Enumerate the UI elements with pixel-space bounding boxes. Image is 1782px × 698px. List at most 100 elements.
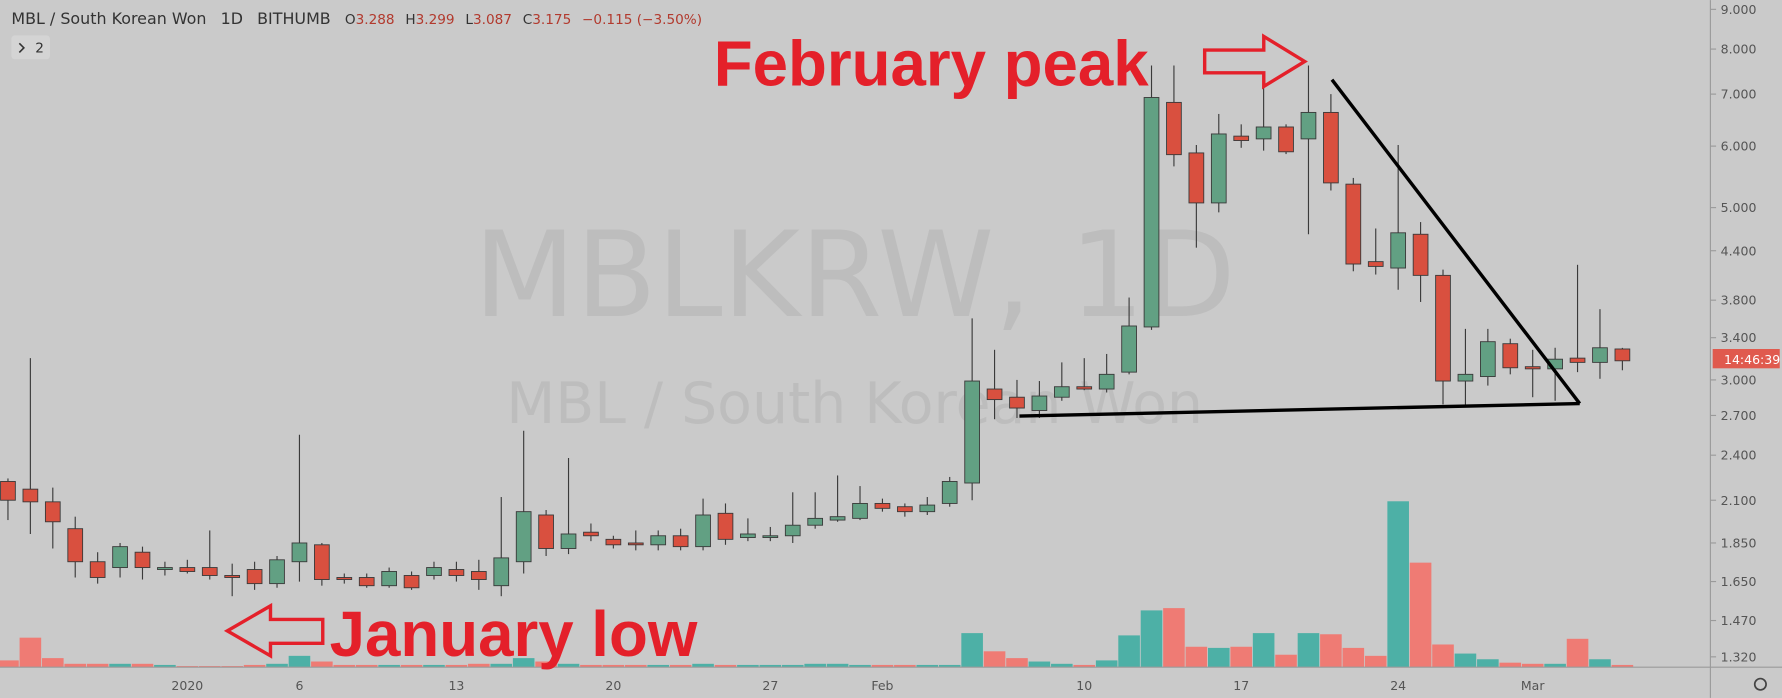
close-label: C (523, 12, 533, 28)
volume-bar (64, 663, 87, 668)
candle-body (448, 569, 465, 576)
interval: 1D (221, 9, 243, 28)
volume-bar (1275, 654, 1297, 668)
candle-body (381, 571, 397, 587)
annotation: February peak (714, 28, 1150, 99)
candle-body (829, 516, 846, 521)
candle-body (1143, 97, 1160, 328)
volume-bar (243, 664, 266, 668)
candle-body (179, 567, 196, 572)
candle-body (67, 528, 84, 563)
y-tick-label: 9.000 (1721, 2, 1757, 17)
indicators-toggle[interactable]: 2 (11, 35, 51, 60)
volume-bar (1051, 663, 1073, 668)
trend-line (1019, 401, 1580, 418)
candle-body (919, 504, 936, 513)
volume-bar (423, 664, 445, 668)
candle-body (134, 551, 151, 569)
candle-body (762, 535, 779, 539)
candle-body (157, 567, 173, 570)
candle-body (1345, 183, 1362, 265)
arrow-right (1202, 33, 1308, 90)
candle-body (897, 506, 913, 513)
volume-bar (445, 664, 468, 668)
y-tick-label: 2.700 (1721, 408, 1757, 423)
volume-bar (86, 663, 109, 668)
settings-button[interactable] (1753, 677, 1767, 691)
volume-bar (826, 663, 849, 668)
volume-bar (916, 664, 939, 668)
volume-bar (1589, 659, 1611, 668)
candle-body (22, 488, 39, 503)
candle-body (1323, 111, 1339, 184)
close-value: 3.175 (532, 12, 571, 28)
open-label: O (345, 12, 356, 28)
candle-body (1569, 357, 1586, 363)
settings-icon[interactable] (1753, 677, 1767, 691)
volume-bar (266, 663, 288, 668)
trend-line (1330, 78, 1582, 405)
candle-body (1300, 111, 1317, 140)
x-tick-label: 27 (762, 678, 778, 693)
volume-bar (737, 664, 759, 668)
arrow-left (223, 602, 325, 659)
y-tick-label: 2.400 (1721, 448, 1757, 463)
candle-body (426, 567, 442, 576)
candle-body (583, 531, 599, 537)
y-tick-label: 3.000 (1721, 372, 1757, 387)
candle-body (1480, 341, 1496, 378)
x-tick-label: 2020 (171, 678, 203, 693)
candle-body (403, 575, 420, 589)
chevron-icon (18, 42, 25, 53)
candle-body (1278, 126, 1294, 153)
candle-body (560, 533, 577, 549)
volume-bar (1409, 562, 1432, 668)
x-tick-label: 10 (1076, 678, 1092, 693)
volume-bar (512, 658, 535, 668)
volume-bar (154, 664, 176, 668)
candle-body (784, 524, 801, 537)
candle-body (201, 567, 218, 576)
annotation: January low (330, 599, 698, 670)
high-value: 3.299 (416, 12, 455, 28)
indicators-badge[interactable] (11, 35, 51, 60)
volume-bar (983, 651, 1006, 668)
x-tick-label: Feb (871, 678, 893, 693)
candle-body (1592, 347, 1608, 363)
candle-body (1457, 373, 1474, 382)
candle-body (1031, 395, 1048, 411)
candle-body (1076, 386, 1093, 390)
volume-bar (647, 664, 670, 668)
volume-bar (109, 663, 131, 668)
candle-body (246, 569, 263, 585)
volume-bar (1028, 661, 1051, 668)
candle-body (1435, 274, 1451, 382)
volume-bar (378, 664, 400, 668)
candle-body (112, 546, 128, 569)
candle-body (964, 380, 980, 484)
volume-bar (1611, 664, 1634, 668)
candle-body (672, 535, 689, 548)
volume-bar (468, 663, 490, 668)
x-tick-label: Mar (1521, 678, 1545, 693)
volume-bar (535, 661, 557, 668)
candle-body (1412, 233, 1429, 276)
candle-body (1098, 373, 1115, 390)
candle-body (986, 388, 1003, 401)
candle-body (89, 561, 106, 578)
volume-bar (624, 664, 647, 668)
volume-bar (1364, 655, 1387, 668)
candle-body (1009, 396, 1025, 409)
volume-bar (580, 664, 602, 668)
candle-body (224, 575, 241, 578)
volume-bar (1185, 646, 1208, 668)
x-tick-label: 6 (295, 678, 303, 693)
candle-body (1502, 343, 1519, 369)
open-value: 3.288 (356, 12, 395, 28)
low-label: L (465, 12, 473, 28)
volume-bar (1454, 653, 1477, 668)
volume-bar (781, 664, 804, 668)
volume-bar (1297, 633, 1320, 668)
volume-bar (311, 661, 333, 668)
